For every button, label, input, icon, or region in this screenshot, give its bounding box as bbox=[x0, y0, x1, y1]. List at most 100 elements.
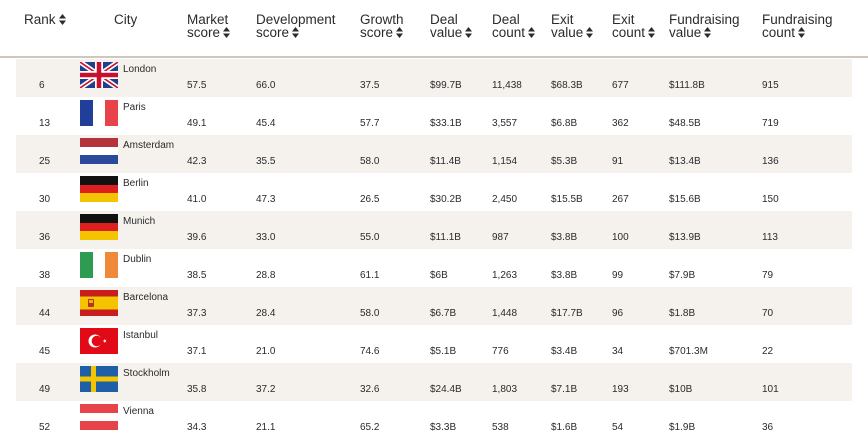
sort-icon[interactable] bbox=[586, 27, 594, 38]
uk-flag-icon bbox=[80, 62, 118, 88]
column-header-deal-value[interactable]: Deal value bbox=[430, 12, 473, 40]
cell-development: 45.4 bbox=[256, 118, 276, 129]
column-header-label-line2: count bbox=[762, 25, 796, 40]
cell-development: 47.3 bbox=[256, 194, 276, 205]
cell-market: 49.1 bbox=[187, 118, 207, 129]
cell-rank: 52 bbox=[39, 422, 51, 433]
column-header-growth[interactable]: Growth score bbox=[360, 13, 404, 40]
column-header-exit-count[interactable]: Exit count bbox=[612, 13, 656, 39]
cell-market: 38.5 bbox=[187, 270, 207, 281]
cell-rank: 6 bbox=[39, 80, 45, 91]
cell-growth: 65.2 bbox=[360, 422, 380, 433]
germany-flag-icon bbox=[80, 176, 118, 202]
sort-icon[interactable] bbox=[704, 27, 712, 38]
cell-growth: 58.0 bbox=[360, 156, 380, 167]
cell-fund-count: 101 bbox=[762, 384, 779, 395]
column-header-label-line2: score bbox=[360, 25, 394, 40]
cell-fund-value: $1.8B bbox=[669, 308, 696, 319]
city-name: Barcelona bbox=[123, 292, 169, 303]
sort-icon[interactable] bbox=[58, 14, 66, 25]
column-header-label: Deal bbox=[430, 12, 458, 27]
column-header-label: Exit bbox=[551, 12, 574, 27]
cell-exit-count: 193 bbox=[612, 384, 629, 395]
column-header-exit-value[interactable]: Exit value bbox=[551, 12, 594, 40]
cell-development: 21.0 bbox=[256, 346, 276, 357]
cell-deal-value: $30.2B bbox=[430, 194, 462, 205]
cell-growth: 55.0 bbox=[360, 232, 380, 243]
spain-flag-icon bbox=[80, 290, 118, 316]
column-header-fund-value[interactable]: Fundraising value bbox=[669, 12, 740, 40]
sort-icon[interactable] bbox=[292, 27, 300, 38]
table-row: Munich 36 39.6 33.0 55.0 $11.1B 987 $3.8B 100 $13… bbox=[16, 211, 852, 249]
cell-fund-value: $15.6B bbox=[669, 194, 701, 205]
column-header-label-line2: count bbox=[492, 25, 526, 40]
cell-market: 42.3 bbox=[187, 156, 207, 167]
turkey-flag-icon bbox=[80, 328, 118, 354]
column-header-market[interactable]: Market score bbox=[187, 13, 231, 40]
cell-development: 28.4 bbox=[256, 308, 276, 319]
germany-flag-icon bbox=[80, 214, 118, 240]
column-header-fund-count[interactable]: Fundraising count bbox=[762, 13, 833, 40]
cell-deal-count: 2,450 bbox=[492, 194, 518, 205]
cell-market: 34.3 bbox=[187, 422, 207, 433]
cell-fund-count: 113 bbox=[762, 232, 778, 243]
city-name: Dublin bbox=[123, 254, 152, 265]
cell-exit-value: $3.8B bbox=[551, 270, 578, 281]
ireland-flag-icon bbox=[80, 252, 118, 278]
city-name: Munich bbox=[123, 216, 156, 227]
sort-icon[interactable] bbox=[528, 27, 536, 38]
table-row: Istanbul 45 37.1 21.0 74.6 $5.1B 776 $3.4B 34 $70… bbox=[16, 325, 852, 363]
column-header-rank[interactable]: Rank bbox=[24, 13, 66, 26]
cell-exit-value: $7.1B bbox=[551, 384, 578, 395]
column-header-label-line2: value bbox=[430, 25, 463, 40]
column-header-label: Development bbox=[256, 12, 336, 27]
cell-fund-count: 36 bbox=[762, 422, 774, 433]
cell-rank: 44 bbox=[39, 308, 51, 319]
column-header-label: Fundraising bbox=[669, 12, 740, 27]
cell-exit-count: 267 bbox=[612, 194, 629, 205]
cell-rank: 45 bbox=[39, 346, 51, 357]
cell-fund-value: $1.9B bbox=[669, 422, 696, 433]
column-header-label-line2: value bbox=[551, 25, 584, 40]
column-header-label: Rank bbox=[24, 12, 56, 27]
sort-icon[interactable] bbox=[465, 27, 473, 38]
cell-deal-count: 1,263 bbox=[492, 270, 518, 281]
column-header-label: Deal bbox=[492, 12, 520, 27]
cell-fund-value: $701.3M bbox=[669, 346, 708, 357]
column-header-development[interactable]: Development score bbox=[256, 12, 336, 40]
cell-exit-count: 100 bbox=[612, 232, 629, 243]
cell-exit-value: $68.3B bbox=[551, 80, 583, 91]
sort-icon[interactable] bbox=[798, 27, 806, 38]
cell-growth: 37.5 bbox=[360, 80, 380, 91]
cell-growth: 61.1 bbox=[360, 270, 380, 281]
table-row: London 6 57.5 66.0 37.5 $99.7B 11,438 $68.3B 677… bbox=[16, 59, 852, 97]
cell-deal-count: 3,557 bbox=[492, 118, 518, 129]
city-name: Amsterdam bbox=[123, 140, 175, 151]
sort-icon[interactable] bbox=[396, 27, 404, 38]
column-header-city: City bbox=[114, 13, 137, 27]
cell-market: 37.3 bbox=[187, 308, 207, 319]
cell-exit-count: 34 bbox=[612, 346, 624, 357]
cell-rank: 49 bbox=[39, 384, 51, 395]
cell-development: 21.1 bbox=[256, 422, 276, 433]
cell-fund-value: $13.9B bbox=[669, 232, 701, 243]
cell-fund-count: 70 bbox=[762, 308, 774, 319]
cell-fund-value: $10B bbox=[669, 384, 693, 395]
cell-exit-value: $1.6B bbox=[551, 422, 578, 433]
cell-market: 39.6 bbox=[187, 232, 207, 243]
cell-deal-value: $5.1B bbox=[430, 346, 457, 357]
cell-exit-value: $17.7B bbox=[551, 308, 583, 319]
city-name: Berlin bbox=[123, 178, 149, 189]
cell-exit-value: $3.8B bbox=[551, 232, 578, 243]
cell-deal-count: 1,803 bbox=[492, 384, 518, 395]
column-header-label-line2: score bbox=[187, 25, 221, 40]
cell-fund-value: $13.4B bbox=[669, 156, 701, 167]
cell-exit-count: 677 bbox=[612, 80, 629, 91]
sort-icon[interactable] bbox=[648, 27, 656, 38]
sweden-flag-icon bbox=[80, 366, 118, 392]
sort-icon[interactable] bbox=[223, 27, 231, 38]
column-header-deal-count[interactable]: Deal count bbox=[492, 12, 536, 40]
cell-growth: 26.5 bbox=[360, 194, 380, 205]
cell-exit-count: 99 bbox=[612, 270, 624, 281]
cell-growth: 57.7 bbox=[360, 118, 380, 129]
